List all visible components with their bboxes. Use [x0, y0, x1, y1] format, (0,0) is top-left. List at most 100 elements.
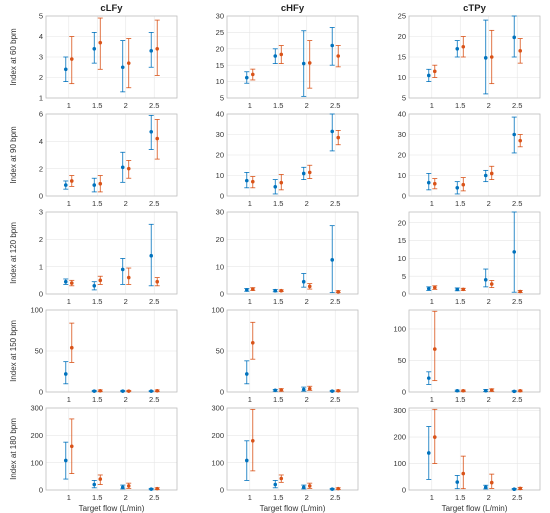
chart-panel-3-2: 0 10 20 30 1 1.5 2 2.5 — [216, 208, 359, 306]
x-tick-label: 2.5 — [149, 395, 159, 404]
x-tick-label: 1 — [430, 101, 434, 110]
y-tick-label: 300 — [393, 406, 406, 415]
panel-title: cTPy — [463, 3, 486, 14]
x-tick-label: 1.5 — [92, 101, 102, 110]
y-tick-label: 2 — [39, 73, 43, 82]
x-tick-label: 1.5 — [455, 199, 465, 208]
data-point — [301, 171, 306, 176]
data-point — [489, 282, 494, 286]
x-tick-label: 2.5 — [512, 395, 522, 404]
data-point — [432, 435, 437, 439]
y-tick-label: 20 — [216, 235, 224, 244]
plot-frame — [45, 113, 178, 197]
data-point — [250, 287, 255, 291]
y-tick-label: 0 — [402, 388, 406, 397]
y-tick-label: 100 — [393, 325, 406, 334]
x-tick-label: 1 — [248, 199, 252, 208]
y-tick-label: 100 — [211, 458, 224, 467]
plot-frame — [226, 211, 359, 295]
data-point — [69, 179, 74, 183]
plot-frame — [408, 113, 541, 197]
y-tick-label: 4 — [39, 32, 43, 41]
plot-frame — [408, 407, 541, 491]
x-tick-label: 2 — [487, 493, 491, 502]
y-tick-label: 200 — [393, 433, 406, 442]
data-point — [126, 275, 131, 280]
data-point — [69, 281, 74, 285]
y-tick-label: 20 — [398, 151, 406, 160]
data-point — [307, 61, 312, 65]
series-2 — [432, 280, 523, 294]
chart-panel-3-1: 0 1 2 3 1 1.5 2 2.5 Index at 120 bpm — [9, 208, 178, 306]
y-tick-label: 5 — [220, 94, 224, 103]
data-point — [426, 73, 431, 78]
x-tick-label: 2 — [305, 297, 309, 306]
series-2 — [250, 321, 341, 393]
data-point — [432, 347, 437, 351]
plot-frame — [408, 211, 541, 295]
data-point — [155, 47, 160, 51]
y-tick-label: 15 — [398, 236, 406, 245]
x-tick-label: 2.5 — [512, 297, 522, 306]
y-tick-label: 40 — [398, 110, 406, 119]
x-tick-label: 1 — [248, 493, 252, 502]
chart-panel-2-1: 0 2 4 6 1 1.5 2 2.5 Index at 90 bpm — [9, 110, 178, 208]
chart-panel-1-2: 5 10 15 20 25 30 1 1.5 2 2.5 cHFy — [216, 3, 359, 110]
data-point — [426, 376, 431, 380]
y-axis-label: Index at 120 bpm — [9, 222, 18, 284]
series-1 — [63, 441, 154, 491]
x-tick-label: 1.5 — [92, 297, 102, 306]
x-tick-label: 2.5 — [330, 493, 340, 502]
x-tick-label: 2 — [124, 297, 128, 306]
chart-panel-2-3: 0 10 20 30 40 1 1.5 2 2.5 — [398, 110, 541, 208]
data-point — [279, 288, 284, 293]
y-tick-label: 100 — [30, 306, 43, 315]
x-tick-label: 1 — [67, 493, 71, 502]
x-tick-label: 1.5 — [273, 101, 283, 110]
data-point — [307, 484, 312, 488]
data-point — [250, 179, 255, 184]
data-point — [155, 136, 160, 141]
data-point — [63, 372, 68, 376]
panel-title: cHFy — [281, 3, 305, 14]
y-tick-label: 100 — [211, 306, 224, 315]
y-tick-label: 10 — [216, 77, 224, 86]
x-tick-label: 1.5 — [273, 199, 283, 208]
y-tick-label: 200 — [30, 431, 43, 440]
data-point — [432, 69, 437, 74]
data-point — [455, 47, 460, 51]
series-1 — [244, 27, 335, 97]
chart-panel-2-2: 0 10 20 30 40 1 1.5 2 2.5 — [216, 110, 359, 208]
data-point — [120, 389, 125, 393]
data-point — [126, 484, 131, 488]
x-tick-label: 2 — [487, 101, 491, 110]
series-1 — [426, 371, 517, 394]
y-tick-label: 0 — [220, 290, 224, 299]
y-tick-label: 50 — [35, 347, 43, 356]
y-tick-label: 10 — [216, 171, 224, 180]
y-tick-label: 10 — [398, 171, 406, 180]
x-tick-label: 1 — [248, 101, 252, 110]
panel-title: cLFy — [100, 3, 123, 14]
data-point — [250, 341, 255, 345]
data-point — [244, 178, 249, 183]
data-point — [489, 480, 494, 485]
y-tick-label: 30 — [398, 130, 406, 139]
y-tick-label: 0 — [39, 192, 43, 201]
x-tick-label: 1.5 — [273, 395, 283, 404]
x-tick-label: 2 — [124, 199, 128, 208]
data-point — [330, 129, 335, 134]
y-tick-label: 0 — [220, 192, 224, 201]
x-tick-label: 1 — [430, 493, 434, 502]
data-point — [483, 388, 488, 393]
data-point — [432, 285, 437, 290]
y-tick-label: 4 — [39, 137, 43, 146]
x-tick-label: 1 — [67, 395, 71, 404]
data-point — [98, 477, 103, 481]
data-point — [483, 277, 488, 282]
y-tick-label: 25 — [216, 28, 224, 37]
data-point — [461, 182, 466, 187]
chart-panel-1-1: 1 2 3 4 5 1 1.5 2 2.5 cLFy Index at 60 bpm — [9, 3, 178, 110]
x-tick-label: 1.5 — [273, 297, 283, 306]
plot-frame — [45, 15, 178, 99]
